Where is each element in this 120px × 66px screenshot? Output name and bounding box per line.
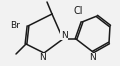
Text: N: N bbox=[90, 54, 96, 63]
Text: Cl: Cl bbox=[73, 6, 83, 16]
Text: Br: Br bbox=[10, 22, 20, 30]
Text: N: N bbox=[39, 54, 45, 63]
Text: N: N bbox=[61, 30, 67, 39]
